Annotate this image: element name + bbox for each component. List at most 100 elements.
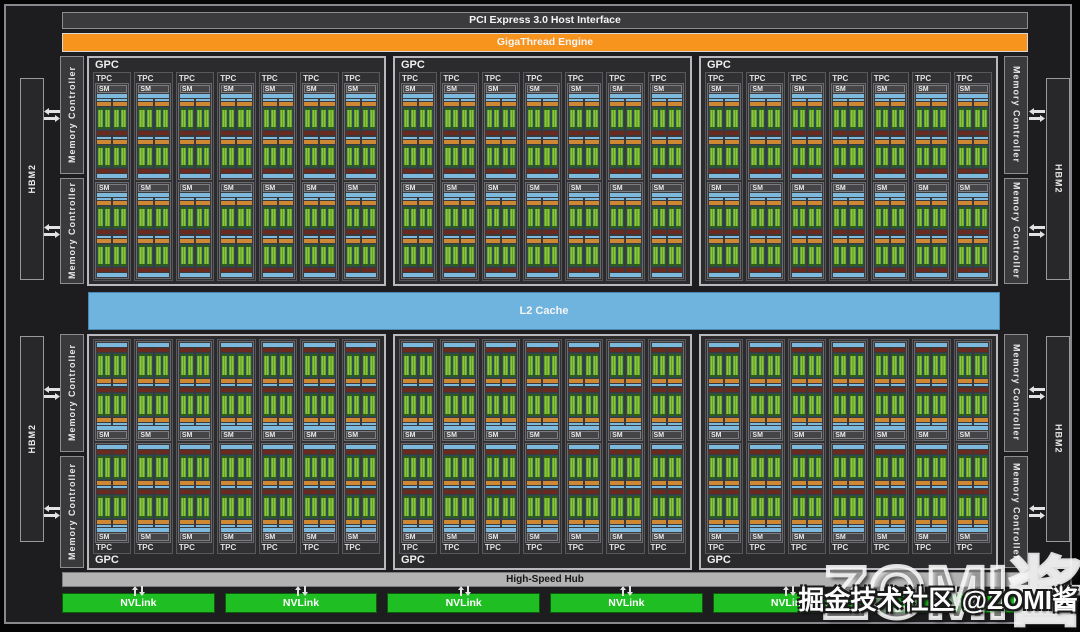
warp-scheduler-bar — [154, 520, 169, 524]
l0-cache-bar — [320, 485, 335, 488]
core-array — [179, 494, 195, 519]
processing-block — [196, 99, 211, 135]
processing-block — [766, 236, 781, 272]
core-array — [502, 455, 517, 480]
sm-block: SM — [566, 443, 602, 543]
core-array — [237, 145, 252, 168]
core-block — [758, 146, 764, 167]
processing-block — [750, 99, 765, 135]
sm-block: SM — [442, 443, 477, 543]
core-block — [544, 456, 550, 479]
warp-scheduler-bar — [361, 239, 376, 243]
core-block — [850, 495, 856, 518]
core-block — [238, 495, 244, 518]
core-array — [890, 353, 906, 378]
l0-cache-bar — [667, 423, 682, 425]
core-array — [849, 244, 864, 267]
core-block — [270, 456, 276, 479]
core-block — [816, 207, 822, 228]
warp-scheduler-bar — [502, 102, 517, 106]
lsu-bar — [725, 387, 740, 392]
l1-instruction-cache-bar — [304, 426, 335, 430]
warp-scheduler-bar — [750, 140, 765, 144]
core-array — [97, 145, 112, 168]
warp-scheduler-bar — [138, 378, 153, 383]
l0-cache-bar — [610, 383, 625, 386]
lsu-bar — [502, 489, 517, 494]
l0-cache-bar — [568, 137, 583, 139]
core-array — [304, 107, 319, 130]
sm-label: SM — [444, 431, 475, 439]
warp-scheduler-bar — [196, 140, 211, 144]
l0-cache-bar — [485, 137, 501, 139]
sm-label: SM — [444, 85, 475, 93]
shared-memory-tex-bar — [791, 445, 823, 449]
l0-cache-bar — [543, 236, 558, 238]
lsu-bar — [667, 489, 682, 494]
core-block — [222, 456, 228, 479]
l0-cache-bar — [651, 383, 666, 386]
processing-block — [957, 387, 972, 425]
l0-cache-bar — [97, 198, 112, 200]
l1-instruction-cache-bar — [874, 94, 906, 98]
shared-memory-tex-bar — [403, 343, 434, 347]
processing-block — [460, 99, 475, 135]
warp-scheduler-bar — [403, 140, 418, 144]
sm-partitions — [179, 198, 211, 272]
core-block — [611, 456, 617, 479]
sm-partition — [791, 450, 807, 527]
sm-label: SM — [791, 85, 823, 93]
core-block — [270, 354, 276, 377]
core-array — [610, 494, 625, 519]
lsu-bar — [527, 131, 542, 135]
core-block — [270, 495, 276, 518]
core-array — [154, 145, 169, 168]
memory-controller-label: Memory Controller — [66, 463, 77, 561]
core-array — [403, 455, 418, 480]
warp-scheduler-bar — [568, 102, 583, 106]
processing-block — [874, 198, 889, 234]
processing-block — [651, 489, 666, 527]
core-block — [279, 207, 286, 228]
processing-block — [750, 450, 765, 488]
gpc-block: GPC TPC SM SM TPC SM SM TPC SM SM TPC SM SM TPC SM SM TP… — [87, 56, 386, 286]
processing-block — [568, 236, 583, 272]
sm-partitions — [791, 99, 823, 173]
lsu-bar — [543, 348, 558, 352]
shared-memory-tex-bar — [568, 445, 600, 449]
lsu-bar — [651, 489, 666, 494]
core-block — [767, 108, 773, 129]
sm-partition — [221, 348, 236, 425]
watermark-community: 掘金技术社区 @ZOMI酱 — [798, 585, 1078, 615]
tpc-label: TPC — [873, 74, 890, 83]
core-block — [180, 495, 186, 518]
lsu-bar — [444, 268, 459, 272]
warp-scheduler-bar — [709, 102, 724, 106]
core-array — [543, 392, 558, 417]
processing-block — [667, 99, 682, 135]
processing-block — [419, 137, 434, 173]
core-block — [981, 495, 987, 518]
core-block — [981, 245, 987, 266]
sm-partitions — [304, 348, 335, 425]
warp-scheduler-bar — [345, 378, 360, 383]
warp-scheduler-bar — [849, 480, 864, 485]
warp-scheduler-bar — [874, 378, 889, 383]
warp-scheduler-bar — [320, 239, 335, 243]
core-block — [346, 354, 352, 377]
l0-cache-bar — [419, 423, 434, 425]
warp-scheduler-bar — [543, 520, 558, 524]
lsu-bar — [345, 230, 360, 234]
lsu-bar — [651, 131, 666, 135]
warp-scheduler-bar — [320, 102, 335, 106]
warp-scheduler-bar — [361, 201, 376, 205]
core-block — [162, 207, 168, 228]
sm-label: SM — [262, 85, 294, 93]
shared-memory-tex-bar — [610, 273, 641, 277]
shared-memory-tex-bar — [403, 174, 434, 178]
core-block — [468, 354, 474, 377]
lsu-bar — [584, 450, 600, 454]
l1-instruction-cache-bar — [444, 94, 475, 98]
core-block — [726, 393, 732, 416]
